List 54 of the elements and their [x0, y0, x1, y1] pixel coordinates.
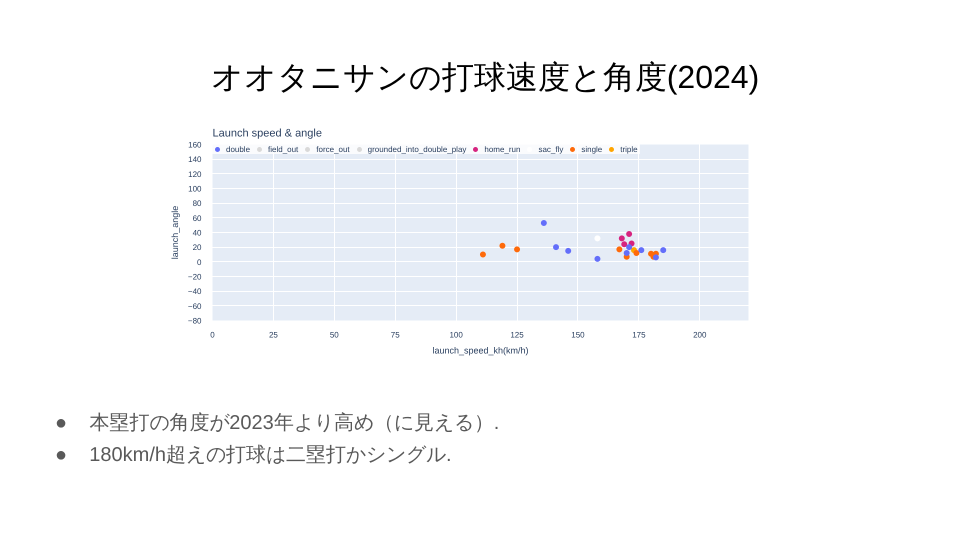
y-tick-label: −60 [188, 302, 202, 311]
point [616, 246, 622, 252]
x-tick-label: 175 [632, 330, 646, 340]
text: ● 本塁打の角度が2023年より高め（に見える）. [55, 411, 500, 436]
legend-label: triple [620, 144, 639, 154]
point [626, 230, 632, 237]
legend-label: grounded_into_double_play [368, 144, 466, 154]
chart-title: オオタニサンの打球速度と角度(2024) [210, 58, 760, 97]
x-tick-label: 200 [693, 330, 707, 340]
text: sac_fly [538, 144, 564, 154]
y-tick-label: −40 [188, 287, 202, 296]
point [633, 250, 640, 256]
chart-subtitle: Launch speed & angle [212, 128, 322, 140]
point [480, 252, 486, 258]
x-tick-label: 125 [510, 330, 524, 340]
point [638, 247, 644, 254]
y-tick-label: 120 [188, 170, 202, 179]
y-tick-label: 0 [197, 258, 202, 267]
point [618, 235, 625, 242]
y-tick-label: 40 [192, 228, 202, 238]
point [540, 220, 547, 226]
y-tick-label: 20 [192, 243, 202, 252]
point [553, 244, 560, 250]
legend-label: force_out [316, 144, 350, 154]
point [660, 247, 666, 254]
y-tick-label: 160 [188, 140, 202, 150]
point [594, 256, 600, 262]
point [594, 235, 600, 242]
legend-label: single [581, 144, 602, 154]
y-tick-label: 100 [188, 184, 202, 194]
x-tick-label: 50 [330, 330, 340, 340]
y-tick-label: 80 [192, 199, 202, 208]
point [652, 254, 659, 260]
text: ● 180km/h超えの打球は二塁打かシングル. [55, 443, 453, 468]
legend-label: double [226, 144, 250, 154]
legend-label: field_out [268, 144, 298, 154]
y-axis-title: launch_angle [170, 206, 180, 260]
point [626, 244, 632, 250]
x-tick-label: 75 [390, 330, 400, 340]
point [565, 248, 572, 254]
point [499, 242, 506, 249]
x-tick-label: 150 [571, 330, 586, 340]
x-axis-title: launch_speed_kh(km/h) [432, 346, 529, 356]
y-tick-label: 140 [188, 155, 202, 164]
x-tick-label: 25 [268, 330, 278, 340]
point [624, 250, 630, 256]
y-tick-label: 60 [192, 214, 202, 223]
point [514, 246, 520, 252]
point [621, 241, 628, 248]
x-tick-label: 0 [210, 330, 216, 340]
x-tick-label: 100 [449, 330, 464, 340]
legend-label: home_run [484, 144, 520, 154]
y-tick-label: −20 [188, 272, 202, 282]
y-tick-label: −80 [188, 316, 202, 326]
